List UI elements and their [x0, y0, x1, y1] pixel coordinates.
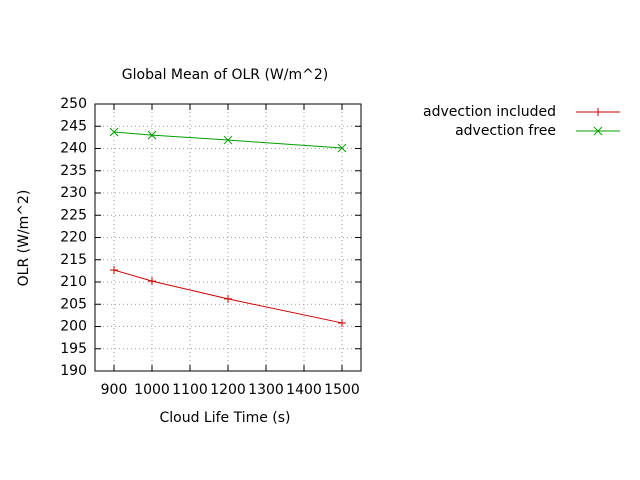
x-tick-label: 900 — [101, 382, 128, 398]
y-tick-label: 200 — [60, 319, 87, 335]
data-point — [224, 294, 232, 303]
data-point — [110, 265, 118, 274]
y-tick-label: 250 — [60, 96, 87, 112]
x-axis-label: Cloud Life Time (s) — [159, 410, 290, 426]
y-tick-label: 205 — [60, 296, 87, 312]
y-tick-label: 220 — [60, 230, 87, 246]
y-tick-label: 190 — [60, 363, 87, 379]
data-point — [147, 130, 157, 140]
y-tick-label: 195 — [60, 341, 87, 357]
data-point — [109, 127, 119, 137]
y-tick-label: 225 — [60, 207, 87, 223]
y-tick-label: 210 — [60, 274, 87, 290]
data-point — [223, 135, 233, 145]
data-point — [337, 143, 347, 153]
legend-marker — [593, 126, 603, 136]
plot-frame — [94, 103, 362, 372]
y-tick-label: 215 — [60, 252, 87, 268]
data-point — [148, 277, 156, 286]
legend-marker — [594, 108, 602, 116]
series-line — [113, 269, 343, 324]
x-tick-label: 1000 — [134, 382, 170, 398]
x-tick-label: 1100 — [172, 382, 208, 398]
x-tick-label: 1300 — [248, 382, 284, 398]
chart-title: Global Mean of OLR (W/m^2) — [122, 67, 328, 83]
y-tick-label: 240 — [60, 141, 87, 157]
y-tick-label: 230 — [60, 185, 87, 201]
series-line — [113, 131, 343, 149]
y-axis-label: OLR (W/m^2) — [16, 190, 32, 287]
y-tick-label: 235 — [60, 163, 87, 179]
legend-label: advection free — [455, 123, 556, 139]
y-tick-label: 245 — [60, 118, 87, 134]
x-tick-label: 1400 — [286, 382, 322, 398]
legend-label: advection included — [423, 104, 556, 120]
x-tick-label: 1200 — [210, 382, 246, 398]
data-point — [338, 318, 346, 327]
x-tick-label: 1500 — [324, 382, 360, 398]
